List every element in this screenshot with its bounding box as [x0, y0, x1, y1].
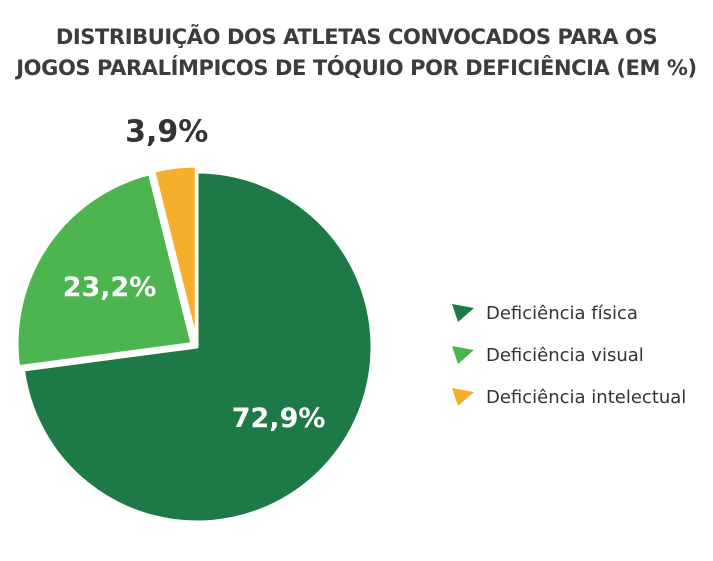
legend-label-fisica: Deficiência física — [486, 302, 638, 324]
legend-swatch-visual-shape — [452, 346, 474, 364]
chart-title: DISTRIBUIÇÃO DOS ATLETAS CONVOCADOS PARA… — [0, 22, 713, 84]
pie-label-intelectual: 3,9% — [125, 114, 208, 149]
chart-title-line-1: DISTRIBUIÇÃO DOS ATLETAS CONVOCADOS PARA… — [55, 25, 658, 49]
legend-item-visual: Deficiência visual — [452, 334, 686, 376]
legend-swatch-fisica-shape — [452, 304, 474, 322]
legend-swatch-intelectual-icon — [452, 388, 474, 406]
pie-label-fisica: 72,9% — [232, 403, 326, 434]
chart-title-line-2: JOGOS PARALÍMPICOS DE TÓQUIO POR DEFICIÊ… — [16, 56, 697, 80]
legend-item-fisica: Deficiência física — [452, 292, 686, 334]
legend-swatch-intelectual-shape — [452, 388, 474, 406]
legend-item-intelectual: Deficiência intelectual — [452, 376, 686, 418]
legend-label-intelectual: Deficiência intelectual — [486, 386, 687, 408]
legend-label-visual: Deficiência visual — [486, 344, 644, 366]
pie-slice-visual — [15, 172, 194, 369]
pie-label-visual: 23,2% — [63, 272, 157, 303]
legend-swatch-visual-icon — [452, 346, 474, 364]
legend-swatch-fisica-icon — [452, 304, 474, 322]
chart-legend: Deficiência física Deficiência visual De… — [452, 292, 686, 418]
pie-slice-intelectual — [152, 164, 198, 343]
pie-slice-fisica — [22, 170, 374, 524]
